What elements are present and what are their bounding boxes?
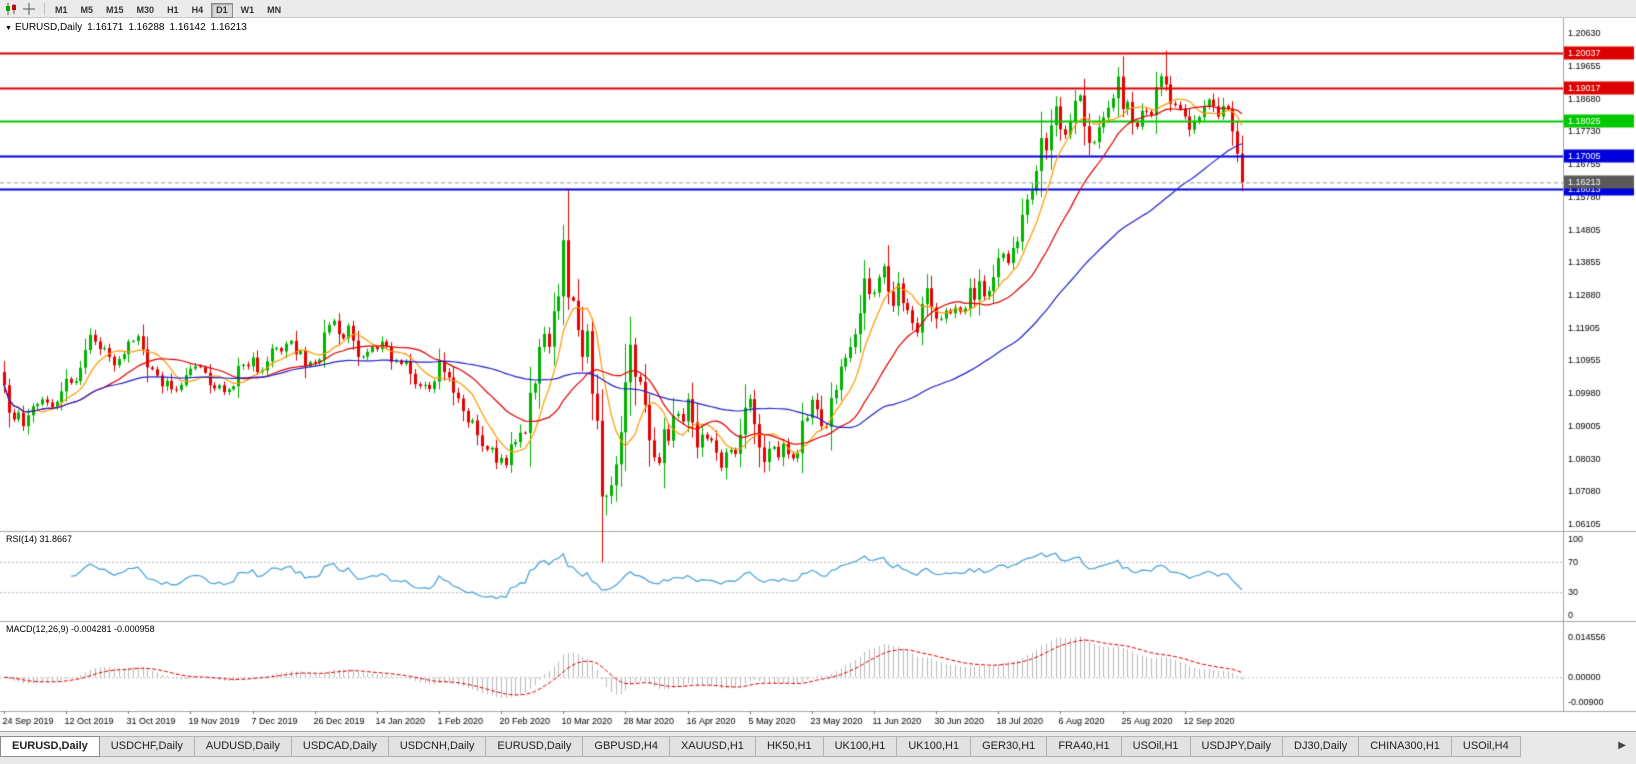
chart-tab-AUDUSD-Daily[interactable]: AUDUSD,Daily bbox=[194, 736, 292, 757]
timeframe-buttons-group: M1 M5 M15 M30 H1 H4 D1 W1 MN bbox=[50, 0, 289, 18]
chart-tab-USDCHF-Daily[interactable]: USDCHF,Daily bbox=[99, 736, 195, 757]
chart-tab-USDJPY-Daily[interactable]: USDJPY,Daily bbox=[1190, 736, 1284, 757]
chart-tab-FRA40-H1[interactable]: FRA40,H1 bbox=[1047, 736, 1122, 757]
timeframe-button-M1[interactable]: M1 bbox=[55, 4, 68, 15]
candlestick-chart-icon[interactable] bbox=[3, 2, 19, 16]
chart-tab-GBPUSD-H4[interactable]: GBPUSD,H4 bbox=[583, 736, 670, 757]
chart-area: ▼ EURUSD,Daily 1.16171 1.16288 1.16142 1.1621… bbox=[0, 18, 1636, 731]
chart-tab-USOil-H1[interactable]: USOil,H1 bbox=[1121, 736, 1191, 757]
timeframe-button-M15[interactable]: M15 bbox=[106, 4, 124, 15]
rsi-label: RSI(14) 31.8667 bbox=[6, 534, 73, 544]
chart-tab-UK100-H1[interactable]: UK100,H1 bbox=[823, 736, 898, 757]
close-value: 1.16213 bbox=[210, 22, 247, 33]
chart-tab-bar: EURUSD,Daily USDCHF,Daily AUDUSD,Daily USDC… bbox=[0, 731, 1636, 764]
chart-tab-USDCAD-Daily[interactable]: USDCAD,Daily bbox=[291, 736, 389, 757]
chart-tab-USOil-H4[interactable]: USOil,H4 bbox=[1451, 736, 1521, 757]
chart-tab-EURUSD-Daily[interactable]: EURUSD,Daily bbox=[0, 736, 100, 757]
timeframe-button-MN[interactable]: MN bbox=[267, 4, 282, 15]
chart-tab-DJ30-Daily[interactable]: DJ30,Daily bbox=[1283, 736, 1360, 757]
open-value: 1.16171 bbox=[87, 22, 124, 33]
tab-scroll-right-icon[interactable]: ▶ bbox=[1618, 740, 1626, 751]
chart-tab-HK50-H1[interactable]: HK50,H1 bbox=[755, 736, 824, 757]
chart-tab-GER30-H1[interactable]: GER30,H1 bbox=[971, 736, 1048, 757]
chart-tab-UK100-H1[interactable]: UK100,H1 bbox=[897, 736, 972, 757]
timeframe-button-M5[interactable]: M5 bbox=[80, 4, 94, 15]
timeframe-button-W1[interactable]: W1 bbox=[240, 4, 255, 15]
collapse-icon[interactable]: ▼ bbox=[5, 25, 12, 32]
crosshair-icon[interactable] bbox=[21, 2, 37, 16]
macd-label: MACD(12,26,9) -0.004281 -0.000958 bbox=[6, 624, 155, 634]
chart-tab-USDCNH-Daily[interactable]: USDCNH,Daily bbox=[388, 736, 487, 757]
price-chart-canvas[interactable] bbox=[0, 18, 1636, 731]
timeframe-toolbar: M1 M5 M15 M30 H1 H4 D1 W1 MN bbox=[0, 0, 1636, 18]
chart-tabs-group: EURUSD,Daily USDCHF,Daily AUDUSD,Daily USDC… bbox=[0, 736, 1521, 757]
chart-tab-XAUUSD-H1[interactable]: XAUUSD,H1 bbox=[669, 736, 756, 757]
timeframe-button-H1[interactable]: H1 bbox=[167, 4, 179, 15]
high-value: 1.16288 bbox=[128, 22, 165, 33]
chart-ohlc-header: ▼ EURUSD,Daily 1.16171 1.16288 1.16142 1.1621… bbox=[5, 22, 252, 33]
chart-symbol-label: EURUSD,Daily bbox=[14, 22, 83, 33]
timeframe-button-M30[interactable]: M30 bbox=[136, 4, 155, 15]
chart-tab-CHINA300-H1[interactable]: CHINA300,H1 bbox=[1359, 736, 1452, 757]
toolbar-separator bbox=[44, 2, 45, 15]
timeframe-button-D1[interactable]: D1 bbox=[211, 2, 233, 18]
timeframe-button-H4[interactable]: H4 bbox=[191, 4, 204, 15]
low-value: 1.16142 bbox=[169, 22, 206, 33]
chart-tab-EURUSD-Daily[interactable]: EURUSD,Daily bbox=[486, 736, 584, 757]
